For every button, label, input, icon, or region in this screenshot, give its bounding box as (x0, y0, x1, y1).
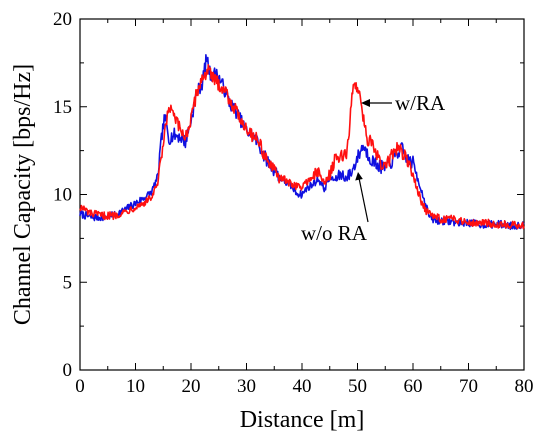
x-tick-label: 80 (515, 376, 534, 397)
x-tick-label: 50 (348, 376, 367, 397)
y-axis-title: Channel Capacity [bps/Hz] (10, 64, 36, 325)
series-line-w-ra (79, 64, 525, 230)
annotation-w-ra-label: w/RA (395, 91, 446, 115)
annotation-wo-ra: w/o RA (301, 172, 369, 245)
y-tick-label: 5 (63, 272, 73, 293)
series-layer (79, 54, 525, 231)
plot-area (79, 18, 525, 371)
ticks-layer (79, 18, 525, 371)
x-tick-label: 20 (182, 376, 201, 397)
x-tick-label: 0 (75, 376, 85, 397)
arrow-wo-ra-head (355, 172, 363, 181)
arrow-wo-ra-line (358, 177, 369, 223)
arrow-w-ra-head (361, 99, 370, 107)
x-tick-label: 10 (126, 376, 145, 397)
annotation-w-ra: w/RA (361, 91, 446, 115)
y-tick-label: 20 (53, 9, 72, 30)
x-tick-label: 40 (293, 376, 312, 397)
x-tick-label: 70 (459, 376, 478, 397)
annotation-wo-ra-label: w/o RA (301, 221, 368, 245)
y-tick-label: 15 (53, 97, 72, 118)
x-tick-label: 60 (404, 376, 423, 397)
tick-labels: 0 10 20 30 40 50 60 70 80 0 5 10 15 20 (53, 9, 534, 397)
x-axis-title: Distance [m] (240, 407, 365, 433)
y-tick-label: 0 (63, 360, 73, 381)
x-tick-label: 30 (237, 376, 256, 397)
y-tick-label: 10 (53, 185, 72, 206)
